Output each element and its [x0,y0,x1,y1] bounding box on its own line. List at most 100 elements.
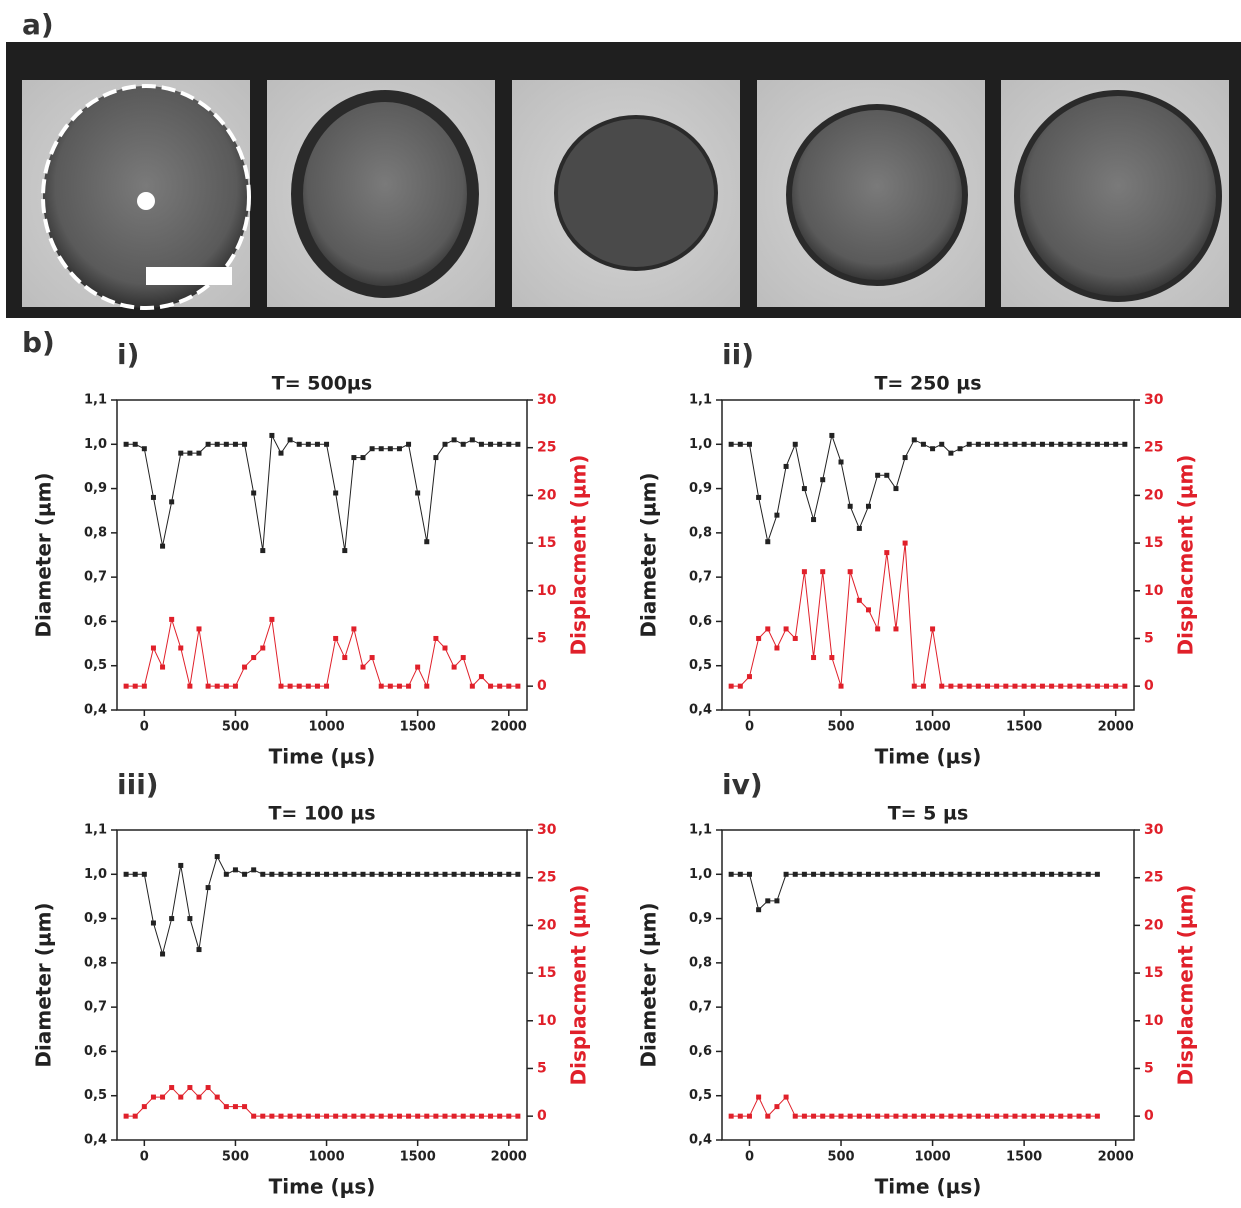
y-tick-label: 0,5 [689,1088,712,1103]
data-point [197,1095,202,1100]
micrograph [512,80,740,307]
data-point [1086,442,1091,447]
y-tick-label: 1,0 [84,867,107,882]
data-point [197,451,202,456]
x-tick-label: 500 [222,720,249,735]
data-point [242,872,247,877]
data-point [903,455,908,460]
data-point [242,442,247,447]
data-point [306,684,311,689]
data-point [793,442,798,447]
data-point [379,872,384,877]
data-point [747,442,752,447]
data-point [160,1095,165,1100]
data-point [857,526,862,531]
data-point [406,684,411,689]
data-point [930,626,935,631]
panel-label: iii) [117,768,159,801]
data-point [251,867,256,872]
data-point [829,433,834,438]
y2-tick-label: 0 [537,1108,547,1124]
data-point [839,460,844,465]
data-point [251,1114,256,1119]
data-point [506,872,511,877]
data-point [912,1114,917,1119]
data-point [1077,442,1082,447]
data-point [470,437,475,442]
data-point [903,1114,908,1119]
x-tick-label: 500 [827,720,854,735]
data-point [361,872,366,877]
data-point [233,442,238,447]
x-tick-label: 1500 [400,1150,436,1165]
data-point [124,442,129,447]
data-point [488,684,493,689]
data-point [315,442,320,447]
data-point [169,916,174,921]
data-point [875,473,880,478]
data-point [133,872,138,877]
x-tick-label: 500 [827,1150,854,1165]
data-point [187,916,192,921]
data-point [342,548,347,553]
y2-tick-label: 5 [537,630,547,646]
y-tick-label: 0,6 [689,614,712,629]
data-point [1022,684,1027,689]
data-point [811,655,816,660]
series-line [126,1088,518,1117]
data-point [738,442,743,447]
data-point [811,1114,816,1119]
data-point [242,1104,247,1109]
chart-title: T= 250 µs [874,373,981,395]
data-point [169,617,174,622]
data-point [820,1114,825,1119]
data-point [921,872,926,877]
data-point [912,684,917,689]
data-point [994,872,999,877]
data-point [388,446,393,451]
data-point [747,1114,752,1119]
y2-tick-label: 0 [537,678,547,694]
data-point [452,1114,457,1119]
data-point [269,1114,274,1119]
data-point [497,1114,502,1119]
y2-tick-label: 30 [1144,822,1164,838]
y2-tick-label: 15 [1144,965,1163,981]
data-point [802,569,807,574]
data-point [857,872,862,877]
data-point [994,1114,999,1119]
data-point [1012,872,1017,877]
data-point [756,907,761,912]
data-point [461,655,466,660]
y-axis-label: Diameter (µm) [637,902,661,1067]
data-point [1095,872,1100,877]
data-point [178,451,183,456]
data-point [1067,1114,1072,1119]
series-line [126,435,518,550]
data-point [976,684,981,689]
data-point [133,1114,138,1119]
data-point [912,437,917,442]
data-point [921,442,926,447]
data-point [124,1114,129,1119]
y2-tick-label: 20 [1144,917,1164,933]
data-point [985,872,990,877]
data-point [424,872,429,877]
data-point [151,646,156,651]
data-point [994,442,999,447]
data-point [187,451,192,456]
data-point [397,684,402,689]
data-point [848,569,853,574]
data-point [930,1114,935,1119]
data-point [488,1114,493,1119]
data-point [288,684,293,689]
data-point [297,1114,302,1119]
data-point [388,684,393,689]
data-point [315,1114,320,1119]
data-point [506,684,511,689]
data-point [1022,442,1027,447]
data-point [774,898,779,903]
y2-tick-label: 25 [537,440,556,456]
y-axis-label: Diameter (µm) [32,902,56,1067]
data-point [215,1095,220,1100]
